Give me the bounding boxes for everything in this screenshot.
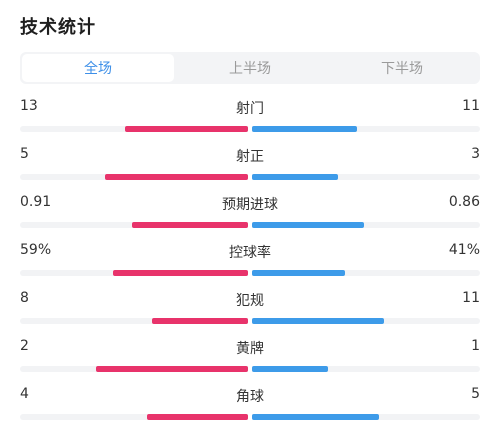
tab-full-match[interactable]: 全场 [22, 54, 174, 82]
away-value: 5 [471, 386, 480, 402]
stat-bars [20, 126, 480, 132]
stat-label: 射门 [236, 101, 264, 117]
home-bar-track [20, 126, 248, 132]
stat-row-possession: 59% 控球率 41% [20, 242, 480, 290]
away-bar [252, 318, 384, 324]
stat-row-fouls: 8 犯规 11 [20, 290, 480, 338]
home-bar-track [20, 318, 248, 324]
away-bar [252, 222, 364, 228]
home-bar-track [20, 222, 248, 228]
stat-bars [20, 222, 480, 228]
home-bar-track [20, 366, 248, 372]
home-value: 8 [20, 290, 29, 306]
away-bar-track [252, 222, 480, 228]
home-bar-track [20, 270, 248, 276]
away-bar [252, 366, 328, 372]
away-bar-track [252, 174, 480, 180]
home-value: 2 [20, 338, 29, 354]
stat-label: 预期进球 [222, 197, 278, 213]
home-bar [125, 126, 248, 132]
stats-list: 13 射门 11 5 射正 3 0.91 预期进球 0.86 [20, 98, 480, 434]
home-bar [96, 366, 248, 372]
stat-bars [20, 318, 480, 324]
away-bar [252, 126, 357, 132]
stat-row-shots-on-target: 5 射正 3 [20, 146, 480, 194]
home-value: 5 [20, 146, 29, 162]
home-bar [105, 174, 248, 180]
stat-bars [20, 270, 480, 276]
home-bar-track [20, 174, 248, 180]
stat-bars [20, 366, 480, 372]
stat-bars [20, 414, 480, 420]
away-value: 11 [462, 290, 480, 306]
tab-first-half[interactable]: 上半场 [229, 61, 271, 77]
home-value: 59% [20, 242, 52, 258]
home-value: 4 [20, 386, 29, 402]
away-bar-track [252, 270, 480, 276]
page-title: 技术统计 [20, 17, 96, 38]
away-bar [252, 270, 345, 276]
home-bar [147, 414, 248, 420]
stat-row-shots: 13 射门 11 [20, 98, 480, 146]
home-bar [113, 270, 248, 276]
period-tabs: 全场 上半场 下半场 [20, 52, 480, 84]
stat-label: 射正 [236, 149, 264, 165]
stat-row-corners: 4 角球 5 [20, 386, 480, 434]
home-value: 0.91 [20, 194, 52, 210]
stat-row-yellow-cards: 2 黄牌 1 [20, 338, 480, 386]
away-bar-track [252, 414, 480, 420]
home-bar [132, 222, 248, 228]
stat-bars [20, 174, 480, 180]
away-bar [252, 414, 379, 420]
home-value: 13 [20, 98, 38, 114]
stat-row-expected-goals: 0.91 预期进球 0.86 [20, 194, 480, 242]
tab-second-half[interactable]: 下半场 [381, 61, 423, 77]
away-value: 3 [471, 146, 480, 162]
home-bar-track [20, 414, 248, 420]
stat-label: 犯规 [236, 293, 264, 309]
home-bar [152, 318, 248, 324]
away-bar [252, 174, 338, 180]
stat-label: 控球率 [229, 245, 271, 261]
away-value: 41% [448, 242, 480, 258]
away-value: 11 [462, 98, 480, 114]
away-bar-track [252, 126, 480, 132]
stat-label: 角球 [236, 389, 264, 405]
away-bar-track [252, 318, 480, 324]
stat-label: 黄牌 [236, 341, 264, 357]
away-value: 0.86 [448, 194, 480, 210]
away-bar-track [252, 366, 480, 372]
away-value: 1 [471, 338, 480, 354]
